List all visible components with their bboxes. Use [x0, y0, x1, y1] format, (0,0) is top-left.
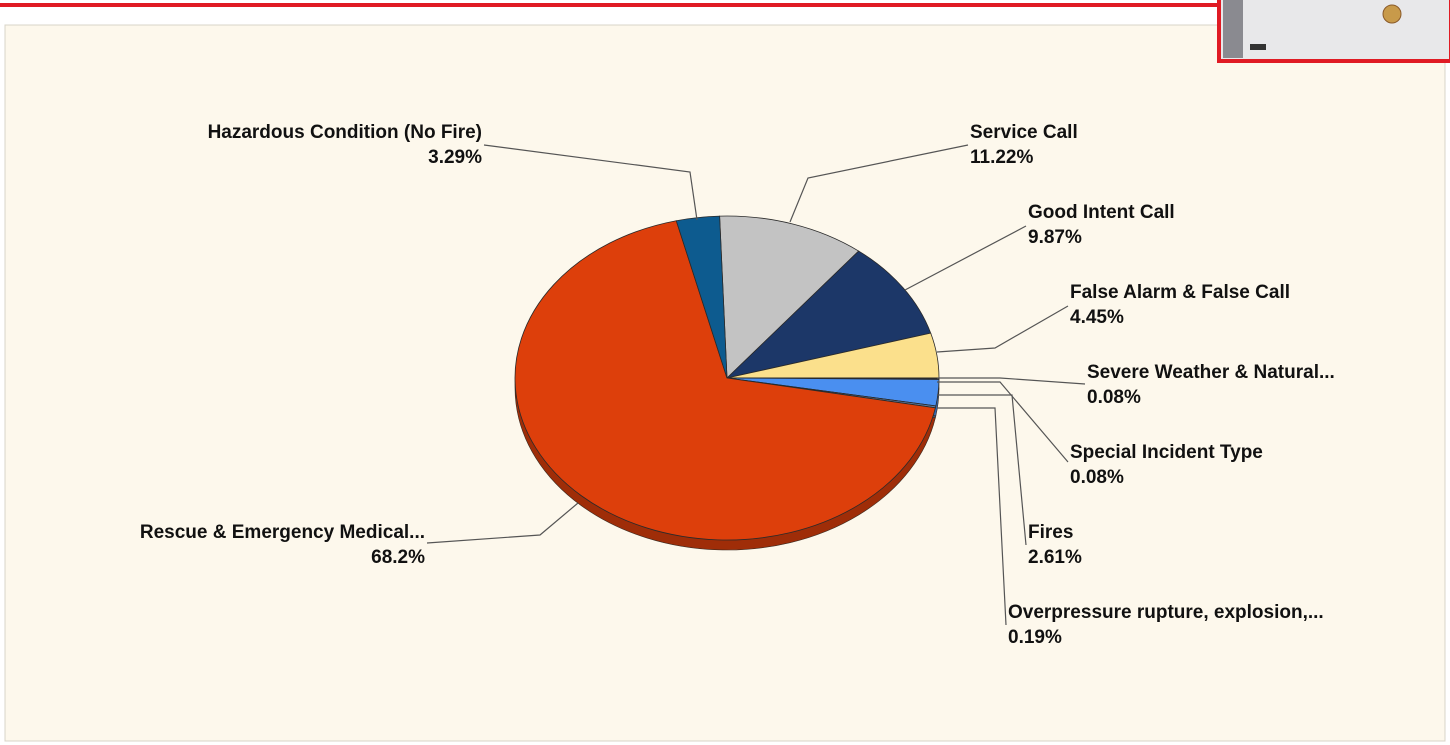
slice-value-label: 2.61%: [1028, 547, 1082, 568]
slice-value-label: 0.08%: [1087, 387, 1141, 408]
chart: Service Call 11.22% Good Intent Call 9.87% F…: [0, 0, 1450, 745]
slice-label: Overpressure rupture, explosion,...: [1008, 602, 1324, 623]
slice-label: False Alarm & False Call: [1070, 282, 1290, 303]
slice-label: Fires: [1028, 522, 1073, 543]
slice-label: Service Call: [970, 122, 1078, 143]
photo-thumbnail: [1219, 0, 1450, 61]
slice-value-label: 9.87%: [1028, 227, 1082, 248]
photo-shadow: [1223, 0, 1243, 58]
slice-label: Severe Weather & Natural...: [1087, 362, 1335, 383]
slice-value-label: 0.08%: [1070, 467, 1124, 488]
slice-value-label: 68.2%: [371, 547, 425, 568]
photo-detail: [1250, 44, 1266, 50]
slice-value-label: 11.22%: [970, 147, 1033, 168]
photo-frame: [1219, 0, 1450, 61]
slice-value-label: 3.29%: [428, 147, 482, 168]
pie: [515, 216, 939, 550]
slice-label: Good Intent Call: [1028, 202, 1175, 223]
photo-badge: [1383, 5, 1401, 23]
slice-label: Special Incident Type: [1070, 442, 1263, 463]
slice-value-label: 0.19%: [1008, 627, 1062, 648]
slice-value-label: 4.45%: [1070, 307, 1124, 328]
page: {"chart_data": {"type": "pie", "categori…: [0, 0, 1450, 745]
slice-label: Hazardous Condition (No Fire): [208, 122, 482, 143]
slice-label: Rescue & Emergency Medical...: [140, 522, 425, 543]
